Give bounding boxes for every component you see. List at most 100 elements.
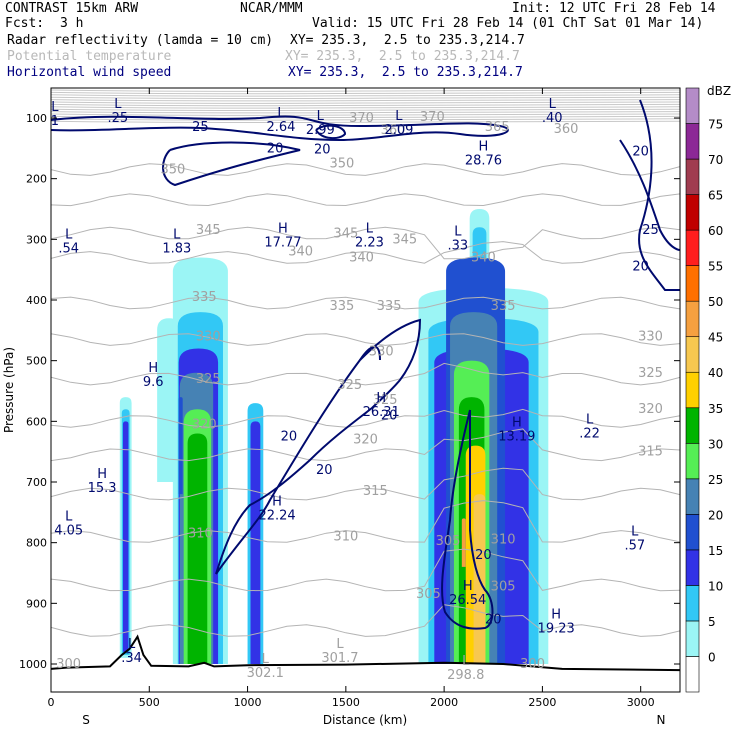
colorbar-swatch [685,87,700,124]
wind-contour-line [215,318,422,575]
wind-contour-layer [51,99,680,630]
org-label: NCAR/MMM [240,1,303,16]
y-axis-tick-label: 700 [26,476,47,489]
extremum-marker: L [277,106,285,121]
colorbar-level-label: 65 [708,189,723,203]
extremum-value: 302.1 [247,666,284,681]
y-axis-tick-label: 600 [26,415,47,428]
theta-contour-line [51,118,680,121]
theta-contour-label: 350 [329,157,354,172]
theta-contour-label: 345 [333,226,358,241]
x-axis-tick-label: 2000 [430,696,458,709]
extremum-value: 13.19 [498,429,535,444]
axes-layer: 100 200 300 400 500 600 700 800 900 1000 0 500 1000 1… [19,88,680,709]
init-time: Init: 12 UTC Fri 28 Feb 14 [512,1,716,16]
theta-contour-line [51,241,680,264]
x-axis-tick-label: 3000 [627,696,655,709]
theta-contour-line [51,99,680,102]
x-axis-right-end-label: N [657,713,666,727]
field-2-xy: XY= 235.3, 2.5 to 235.3,214.7 [285,49,520,64]
y-axis-tick-label: 300 [26,233,47,246]
y-axis-tick-label: 200 [26,173,47,186]
extremum-value: 1.83 [162,241,191,256]
extremum-marker: L [65,509,73,524]
colorbar-level-label: 70 [708,153,723,167]
theta-contour-line [51,101,680,104]
extremum-marker: L [65,227,73,242]
theta-contour-line [51,106,680,109]
reflectivity-fill-layer [119,209,549,664]
theta-contour-line [51,111,680,114]
extremum-marker: H [278,221,288,236]
colorbar: 0 5 10 15 20 25 30 35 40 45 50 55 60 65 70 75 [685,87,723,693]
theta-contour-label: 325 [196,372,221,387]
wind-contour-line [619,139,680,251]
extremum-marker: L [114,97,122,112]
theta-contour-label: 335 [491,299,516,314]
x-axis-left-end-label: S [82,713,90,727]
extremum-marker: L [336,637,344,652]
y-axis-tick-label: 900 [26,597,47,610]
theta-contour-line [51,296,680,310]
colorbar-level-label: 20 [708,508,723,522]
theta-contour-line [51,96,680,100]
reflectivity-area [461,518,466,567]
colorbar-level-label: 60 [708,224,723,238]
wind-contour-label: 20 [381,408,398,423]
wind-contour-line [638,99,680,291]
colorbar-level-label: 10 [708,579,723,593]
theta-contour-label: 300 [56,657,81,672]
extremum-value: .33 [448,238,469,253]
theta-contour-label: 370 [420,110,445,125]
extremum-value: .40 [542,111,563,126]
terrain-line [51,634,680,672]
extremum-value: .57 [624,539,645,554]
extremum-value: .54 [58,241,79,256]
theta-contour-label: 305 [416,587,441,602]
field-3-xy: XY= 235.3, 2.5 to 235.3,214.7 [288,65,523,80]
colorbar-swatch [685,585,700,622]
reflectivity-area [250,421,261,664]
theta-contour-label: 330 [196,329,221,344]
theta-contour-label: 325 [638,366,663,381]
x-axis-tick-label: 0 [48,696,55,709]
theta-contour-label: 330 [638,329,663,344]
theta-contour-label: 360 [554,122,579,137]
extremum-marker: L [454,224,462,239]
model-title: CONTRAST 15km ARW [5,1,139,16]
extremum-value: .25 [107,111,128,126]
theta-contour-line [51,333,680,346]
reflectivity-area [178,397,183,495]
theta-contour-line [51,94,680,97]
wind-contour-label: 20 [316,463,333,478]
extremum-marker: L [173,227,181,242]
theta-contour-line [51,467,680,501]
theta-contour-line [51,103,680,107]
theta-contour-label: 330 [369,345,394,360]
extremum-marker: L [631,525,639,540]
extremum-marker: L [549,97,557,112]
colorbar-swatch [685,478,700,515]
extremum-marker: H [479,139,489,154]
theta-contour-label: 340 [288,244,313,259]
colorbar-level-label: 50 [708,295,723,309]
field-3-name: Horizontal wind speed [7,65,172,80]
extremum-marker: H [463,579,473,594]
theta-contour-label: 325 [373,393,398,408]
theta-contour-line [51,91,680,95]
extremum-value: 15.3 [88,481,117,496]
extremum-marker: L [586,412,594,427]
extremum-value: 1 [51,114,59,129]
terrain-layer [51,634,680,672]
extremum-marker: L [317,109,325,124]
theta-contour-label: 345 [196,223,221,238]
extremum-value: 19.23 [538,622,575,637]
extremum-marker: L [262,652,270,667]
colorbar-swatch [685,123,700,160]
extremum-marker: H [551,608,561,623]
field-2-name: Potential temperature [7,49,172,64]
theta-contour-label: 325 [337,378,362,393]
theta-contour-label: 370 [349,111,374,126]
theta-contour-label: 315 [363,484,388,499]
colorbar-level-label: 40 [708,366,723,380]
